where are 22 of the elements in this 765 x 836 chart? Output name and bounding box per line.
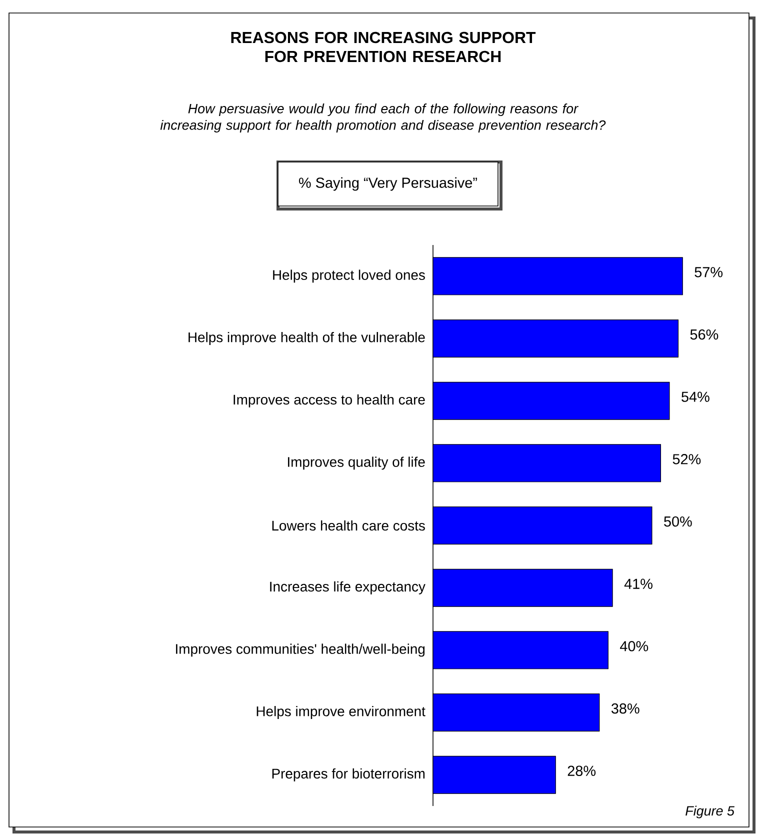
y-tick-label: Improves quality of life — [288, 456, 425, 470]
data-label: 28% — [568, 766, 596, 776]
data-label: 40% — [620, 641, 648, 652]
y-tick-label: Improves access to health care — [234, 394, 425, 408]
y-tick-label: Helps improve health of the vulnerable — [188, 332, 425, 346]
data-label: 38% — [611, 703, 640, 714]
data-label: 56% — [690, 329, 718, 340]
y-tick-label: Helps improve environment — [256, 706, 426, 720]
data-label: 52% — [672, 454, 701, 464]
data-label: 41% — [624, 578, 652, 589]
chart-title: REASONS FOR INCREASING SUPPORT FOR PREVENTION RESEARCH — [231, 32, 536, 62]
data-label: 54% — [682, 392, 710, 402]
chart-subtitle: How persuasive would you find each of the following reasons for increasing support for health promotion and disease prevention research? — [160, 104, 606, 132]
caption: Figure 5 — [686, 806, 734, 818]
y-tick-label: Helps protect loved ones — [273, 270, 425, 283]
data-label: 57% — [694, 267, 723, 278]
y-tick-label: Improves communities' health/well-being — [176, 644, 425, 657]
text: % Saying “Very Persuasive” — [298, 177, 477, 191]
y-tick-label: Lowers health care costs — [272, 520, 425, 531]
data-label: 50% — [664, 516, 692, 527]
y-tick-label: Prepares for bioterrorism — [272, 768, 425, 782]
y-tick-label: Increases life expectancy — [270, 581, 426, 594]
